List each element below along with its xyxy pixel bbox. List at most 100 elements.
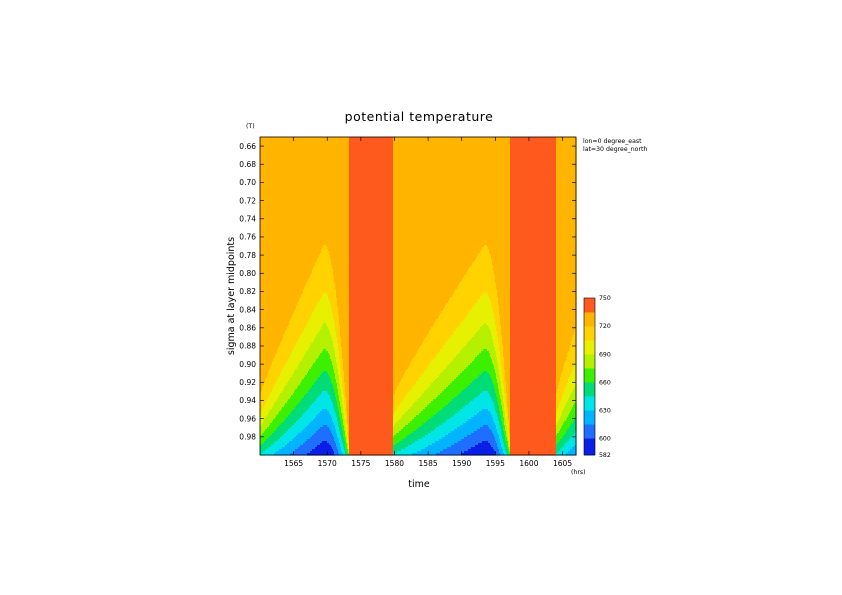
contour-cell <box>314 383 333 386</box>
contour-cell <box>316 261 332 264</box>
contour-cell <box>342 413 345 416</box>
contour-cell <box>267 399 278 402</box>
contour-cell <box>286 363 300 366</box>
contour-cell <box>470 383 494 386</box>
contour-cell <box>260 205 350 208</box>
contour-cell <box>341 371 345 374</box>
contour-cell <box>393 283 460 286</box>
contour-cell <box>260 303 298 306</box>
contour-cell <box>279 375 293 378</box>
contour-cell <box>260 289 304 292</box>
contour-cell <box>502 391 505 394</box>
contour-cell <box>510 409 557 412</box>
contour-cell <box>318 257 331 260</box>
contour-cell <box>556 151 577 154</box>
contour-cell <box>437 353 459 356</box>
contour-cell <box>349 293 394 296</box>
contour-cell <box>556 181 577 184</box>
contour-cell <box>497 431 502 434</box>
contour-cell <box>556 231 577 234</box>
contour-cell <box>412 359 434 362</box>
contour-cell <box>289 379 303 382</box>
contour-cell <box>349 163 394 166</box>
contour-cell <box>510 249 557 252</box>
contour-cell <box>260 355 276 358</box>
contour-cell <box>562 413 570 416</box>
contour-cell <box>556 163 577 166</box>
y-tick-label: 0.80 <box>239 269 256 278</box>
contour-cell <box>335 283 350 286</box>
contour-cell <box>260 317 292 320</box>
contour-cell <box>341 447 345 450</box>
contour-cell <box>300 417 316 420</box>
contour-cell <box>510 315 557 318</box>
contour-cell <box>556 307 577 310</box>
contour-cell <box>501 383 504 386</box>
contour-cell <box>309 277 335 280</box>
contour-cell <box>338 373 342 376</box>
contour-cell <box>501 365 505 368</box>
contour-cell <box>287 327 306 330</box>
contour-cell <box>556 179 577 182</box>
contour-cell <box>341 375 345 378</box>
x-tick-label: 1570 <box>318 459 337 468</box>
contour-cell <box>443 345 466 348</box>
contour-cell <box>510 281 557 284</box>
contour-cell <box>341 423 344 426</box>
contour-cell <box>408 409 424 412</box>
contour-cell <box>503 451 507 454</box>
contour-cell <box>499 347 504 350</box>
contour-cell <box>510 257 557 260</box>
contour-cell <box>423 341 447 344</box>
contour-cell <box>262 443 274 446</box>
contour-cell <box>260 347 279 350</box>
contour-cell <box>334 369 339 372</box>
contour-cell <box>323 293 328 296</box>
contour-cell <box>268 371 282 374</box>
contour-cell <box>260 181 350 184</box>
contour-cell <box>438 395 458 398</box>
contour-cell <box>570 411 577 414</box>
contour-cell <box>260 233 350 236</box>
contour-cell <box>268 413 279 416</box>
contour-cell <box>336 357 340 360</box>
contour-cell <box>574 331 577 334</box>
contour-cell <box>510 221 557 224</box>
contour-cell <box>510 207 557 210</box>
contour-cell <box>444 369 465 372</box>
x-tick-label: 1605 <box>553 459 572 468</box>
contour-cell <box>260 417 266 420</box>
contour-cell <box>393 359 413 362</box>
contour-cell <box>349 395 394 398</box>
contour-cell <box>510 141 557 144</box>
contour-cell <box>499 435 503 438</box>
contour-cell <box>494 405 500 408</box>
contour-cell <box>418 427 437 430</box>
contour-cell <box>498 401 502 404</box>
contour-cell <box>428 445 452 448</box>
contour-cell <box>505 369 511 372</box>
contour-cell <box>499 313 511 316</box>
contour-cell <box>494 365 499 368</box>
contour-cell <box>510 439 557 442</box>
contour-cell <box>260 247 323 250</box>
contour-cell <box>569 413 577 416</box>
contour-cell <box>349 253 394 256</box>
contour-cell <box>445 343 468 346</box>
contour-cell <box>336 399 340 402</box>
contour-cell <box>480 327 490 330</box>
contour-cell <box>570 395 577 398</box>
contour-cell <box>510 163 557 166</box>
contour-cell <box>348 453 350 456</box>
contour-cell <box>510 165 557 168</box>
contour-cell <box>323 245 327 248</box>
contour-cell <box>345 423 347 426</box>
contour-cell <box>419 413 437 416</box>
contour-cell <box>349 447 394 450</box>
contour-cell <box>450 401 471 404</box>
contour-cell <box>489 249 511 252</box>
contour-cell <box>563 369 573 372</box>
contour-cell <box>393 243 511 246</box>
contour-cell <box>343 431 346 434</box>
contour-cell <box>393 381 401 384</box>
